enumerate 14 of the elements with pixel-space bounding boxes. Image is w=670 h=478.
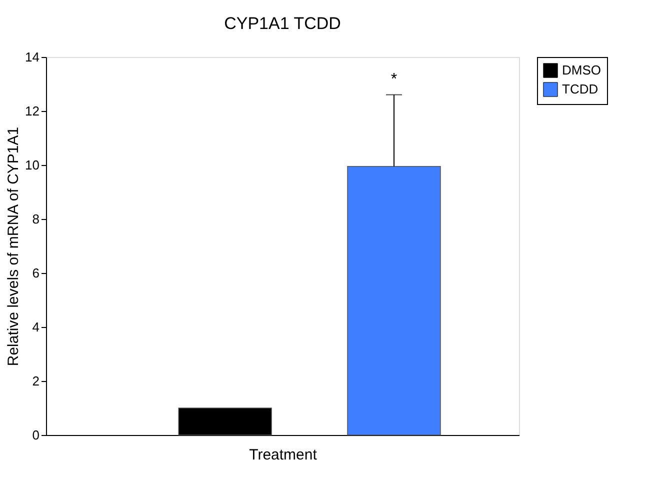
- y-axis-title: Relative levels of mRNA of CYP1A1: [5, 126, 22, 366]
- y-tick-label: 8: [32, 212, 40, 226]
- y-tick-label: 4: [32, 320, 40, 334]
- chart-title: CYP1A1 TCDD: [224, 14, 341, 33]
- y-tick-label: 0: [32, 428, 40, 442]
- y-tick-label: 12: [25, 104, 40, 118]
- y-tick-label: 6: [32, 266, 40, 280]
- y-tick-label: 10: [25, 158, 40, 172]
- legend-label: TCDD: [562, 82, 598, 96]
- y-tick-label: 14: [25, 50, 40, 64]
- x-axis-title: Treatment: [249, 446, 318, 464]
- annotation: *: [390, 70, 398, 88]
- y-tick-label: 2: [32, 374, 40, 388]
- legend-label: DMSO: [562, 62, 601, 78]
